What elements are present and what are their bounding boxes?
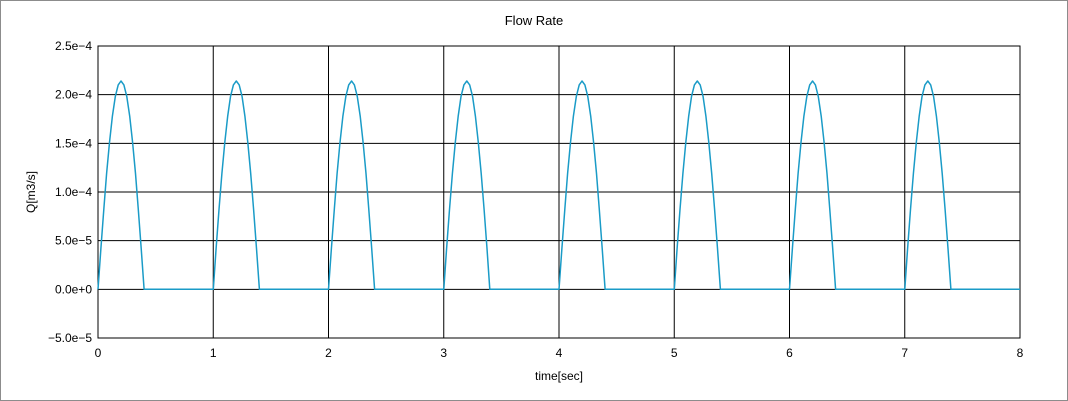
y-tick-label: 5.0e−5 [55,234,92,248]
x-tick-label: 1 [210,346,217,360]
y-tick-label: 1.5e−4 [55,136,92,150]
flow-rate-series-line [97,80,1020,291]
x-tick-label: 2 [325,346,332,360]
y-tick-label: 2.0e−4 [55,88,92,102]
y-tick-label: −5.0e−5 [48,331,92,345]
plot-area-border [97,45,1021,339]
y-tick-label: 0.0e+0 [55,282,92,296]
x-tick-label: 3 [440,346,447,360]
x-tick-label: 8 [1017,346,1024,360]
x-tick-label: 6 [786,346,793,360]
y-tick-label: 1.0e−4 [55,185,92,199]
x-tick-label: 7 [901,346,908,360]
x-tick-label: 0 [95,346,102,360]
y-tick-label: 2.5e−4 [55,39,92,53]
x-tick-label: 5 [671,346,678,360]
x-tick-label: 4 [556,346,563,360]
y-axis-label: Q[m3/s] [24,171,38,213]
x-axis-label: time[sec] [535,369,583,383]
chart-title: Flow Rate [505,13,564,28]
